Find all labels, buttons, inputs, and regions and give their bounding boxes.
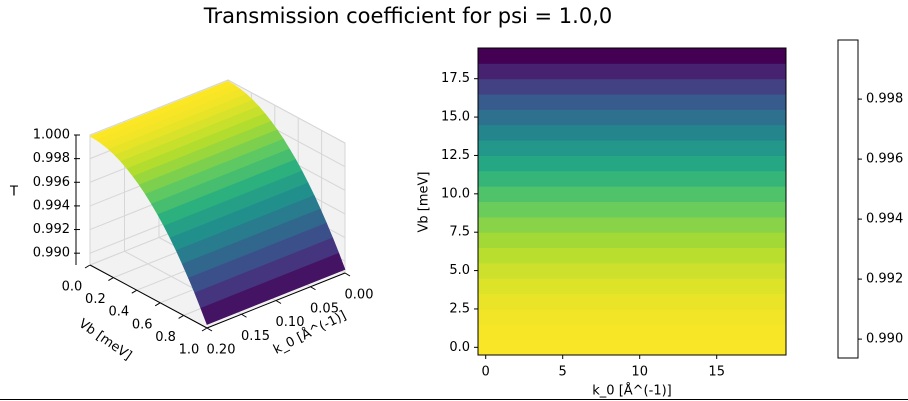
x-tick-label: 10: [631, 365, 648, 380]
y-tick-label: 0.20: [207, 343, 236, 358]
heatmap-row: [478, 78, 786, 95]
heatmap-row: [478, 170, 786, 187]
x-axis-label: k_0 [Å^(-1)]: [592, 383, 671, 399]
colorbar-tick-label: 0.996: [866, 152, 903, 167]
heatmap-row: [478, 109, 786, 126]
surface-strip: [200, 252, 346, 325]
z-tick-label: 0.996: [33, 175, 70, 190]
heatmap-row: [478, 63, 786, 80]
y-tick-label: 12.5: [441, 148, 470, 163]
heatmap-row: [478, 155, 786, 172]
z-axis-label: T: [9, 185, 18, 200]
z-tick-label: 0.992: [33, 222, 70, 237]
grid-line: [89, 79, 229, 136]
x-tick-label: 15: [708, 365, 725, 380]
tick-mark: [310, 286, 316, 291]
y-tick-label: 7.5: [449, 225, 470, 240]
y-tick-label: 5.0: [449, 263, 470, 278]
x-tick-label: 0.4: [108, 305, 129, 320]
heatmap-row: [478, 262, 786, 279]
heatmap-row: [478, 232, 786, 249]
y-tick-label: 15.0: [441, 110, 470, 125]
heatmap-row: [478, 216, 786, 233]
grid-line: [227, 79, 346, 144]
colorbar-tick-label: 0.994: [866, 212, 903, 227]
x-tick-label: 0.6: [132, 317, 153, 332]
x-axis: [89, 264, 208, 329]
heatmap-row: [478, 308, 786, 325]
heatmap-row: [478, 247, 786, 264]
z-tick-label: 0.994: [33, 198, 70, 213]
y-tick-label: 0.0: [449, 340, 470, 355]
heatmap-row: [478, 124, 786, 141]
tick-mark: [241, 313, 247, 318]
heatmap-row: [478, 186, 786, 202]
z-tick-label: 0.990: [33, 246, 70, 261]
z-tick-label: 0.998: [33, 151, 70, 166]
figure-title: Transmission coefficient for psi = 1.0,0: [203, 4, 613, 28]
z-tick-label: 1.000: [33, 128, 70, 143]
colorbar-tick-label: 0.992: [866, 272, 903, 287]
tick-mark: [275, 300, 282, 304]
tick-mark: [344, 272, 351, 277]
heatmap-row: [478, 324, 786, 341]
y-axis: [206, 272, 346, 329]
x-tick-label: 0: [482, 365, 490, 380]
y-tick-label: 0.15: [241, 329, 270, 344]
y-tick-label: 0.00: [345, 288, 374, 303]
tick-mark: [108, 277, 114, 282]
y-tick-label: 2.5: [449, 301, 470, 316]
colorbar-tick-label: 0.998: [866, 92, 903, 107]
x-tick-label: 0.2: [85, 292, 106, 307]
x-tick-label: 0.0: [62, 280, 83, 295]
tick-mark: [84, 264, 91, 269]
heatmap-row: [478, 201, 786, 218]
tick-mark: [178, 314, 184, 319]
x-tick-label: 0.8: [155, 330, 176, 345]
heatmap-row: [478, 140, 786, 156]
heatmap-row: [478, 293, 786, 310]
plot-frame: [477, 47, 787, 356]
tick-mark: [206, 327, 213, 332]
y-tick-label: 0.10: [276, 315, 305, 330]
y-tick-label: 0.05: [310, 301, 339, 316]
tick-mark: [201, 327, 208, 332]
heatmap-row: [478, 94, 786, 110]
y-axis-label: Vb [meV]: [417, 172, 432, 233]
y-tick-label: 10.0: [441, 186, 470, 201]
x-axis-label: Vb [meV]: [76, 316, 135, 363]
x-tick-label: 5: [559, 365, 567, 380]
x-tick-label: 1.0: [179, 343, 200, 358]
colorbar-tick-label: 0.990: [866, 332, 903, 347]
tick-mark: [131, 289, 138, 294]
heatmap-row: [478, 48, 786, 64]
tick-mark: [154, 302, 161, 307]
heatmap-row: [478, 339, 786, 356]
heatmap-row: [478, 278, 786, 295]
colorbar: [837, 39, 859, 359]
y-tick-label: 17.5: [441, 71, 470, 86]
